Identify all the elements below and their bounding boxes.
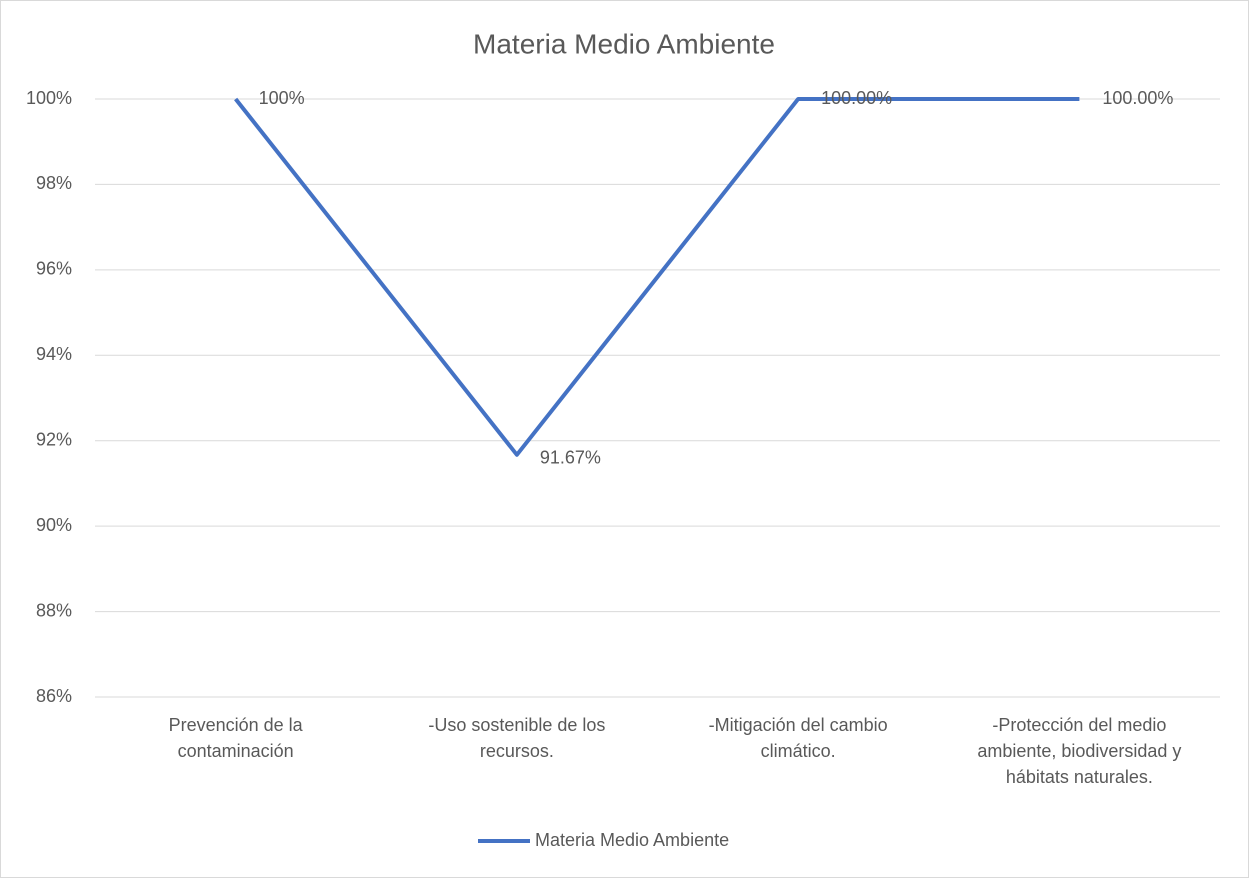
y-tick-label: 94% bbox=[36, 344, 72, 364]
y-tick-label: 90% bbox=[36, 515, 72, 535]
x-tick-label: -Mitigación del cambio climático. bbox=[708, 715, 888, 761]
data-label: 100.00% bbox=[1102, 88, 1173, 108]
data-label: 100% bbox=[259, 88, 305, 108]
y-tick-label: 96% bbox=[36, 259, 72, 279]
x-tick-label: -Protección del medio ambiente, biodiver… bbox=[977, 715, 1182, 787]
data-label: 100.00% bbox=[821, 88, 892, 108]
data-label: 91.67% bbox=[540, 448, 601, 468]
y-tick-label: 100% bbox=[26, 88, 72, 108]
y-tick-label: 88% bbox=[36, 600, 72, 620]
legend-label: Materia Medio Ambiente bbox=[535, 830, 729, 850]
x-tick-label: Prevención de la contaminación bbox=[168, 715, 303, 761]
y-tick-label: 98% bbox=[36, 173, 72, 193]
chart-title: Materia Medio Ambiente bbox=[473, 28, 775, 59]
y-tick-label: 86% bbox=[36, 686, 72, 706]
line bbox=[234, 97, 1080, 457]
x-tick-label: -Uso sostenible de los recursos. bbox=[428, 715, 606, 761]
y-tick-label: 92% bbox=[36, 429, 72, 449]
